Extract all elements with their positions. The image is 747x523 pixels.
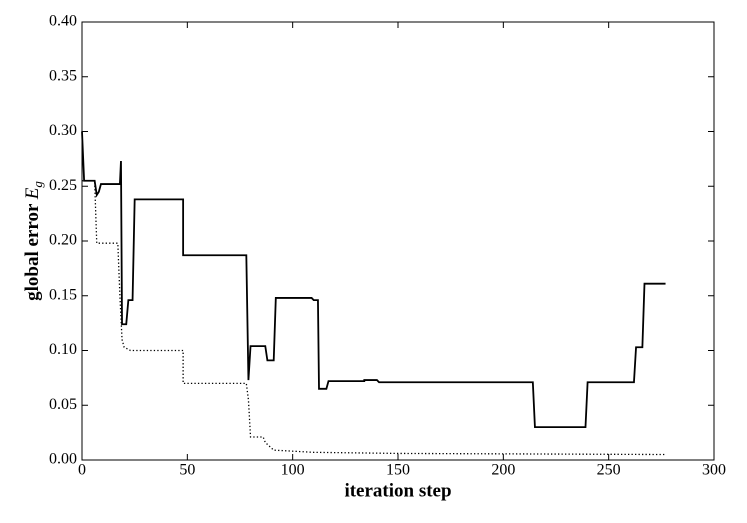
y-axis-symbol: E [22, 187, 43, 200]
y-tick-label: 0.40 [49, 13, 77, 30]
x-tick-label: 150 [386, 462, 410, 479]
plot-frame [81, 21, 715, 461]
y-tick-label: 0.10 [49, 341, 77, 358]
y-tick-label: 0.20 [49, 232, 77, 249]
y-tick-label: 0.00 [49, 451, 77, 468]
x-axis-label: iteration step [344, 480, 451, 501]
y-tick-label: 0.15 [49, 286, 77, 303]
x-tick-label: 50 [179, 462, 195, 479]
y-tick-label: 0.25 [49, 177, 77, 194]
y-tick-label: 0.05 [49, 396, 77, 413]
y-axis-subscript: g [30, 181, 45, 188]
x-tick-label: 250 [597, 462, 621, 479]
y-tick-label: 0.35 [49, 67, 77, 84]
y-tick-label: 0.30 [49, 122, 77, 139]
y-axis-label-text: global error [22, 203, 43, 301]
data-line [81, 131, 666, 429]
x-tick-label: 0 [78, 462, 86, 479]
y-axis-label: global error Eg [22, 181, 45, 301]
x-tick-label: 100 [281, 462, 305, 479]
data-line [82, 180, 666, 456]
x-tick-label: 200 [491, 462, 515, 479]
x-tick-label: 300 [702, 462, 726, 479]
